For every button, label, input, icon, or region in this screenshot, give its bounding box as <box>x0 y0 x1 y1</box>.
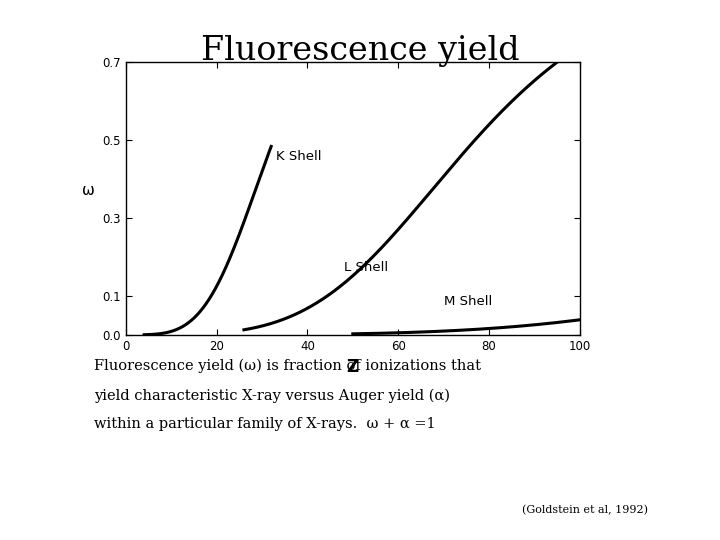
Text: UW- Madison Geology  777: UW- Madison Geology 777 <box>44 10 180 19</box>
Text: Fluorescence yield: Fluorescence yield <box>201 35 519 67</box>
Text: Fluorescence yield (ω) is fraction of ionizations that: Fluorescence yield (ω) is fraction of io… <box>94 359 481 374</box>
Text: within a particular family of X-rays.  ω + α =1: within a particular family of X-rays. ω … <box>94 417 435 431</box>
Text: (Goldstein et al, 1992): (Goldstein et al, 1992) <box>522 505 648 516</box>
Circle shape <box>0 4 104 26</box>
Text: K Shell: K Shell <box>276 150 321 164</box>
Text: L Shell: L Shell <box>343 261 388 274</box>
X-axis label: Z: Z <box>347 358 359 376</box>
Text: M Shell: M Shell <box>444 295 492 308</box>
Text: yield characteristic X-ray versus Auger yield (α): yield characteristic X-ray versus Auger … <box>94 389 449 403</box>
Y-axis label: ω: ω <box>82 184 95 199</box>
